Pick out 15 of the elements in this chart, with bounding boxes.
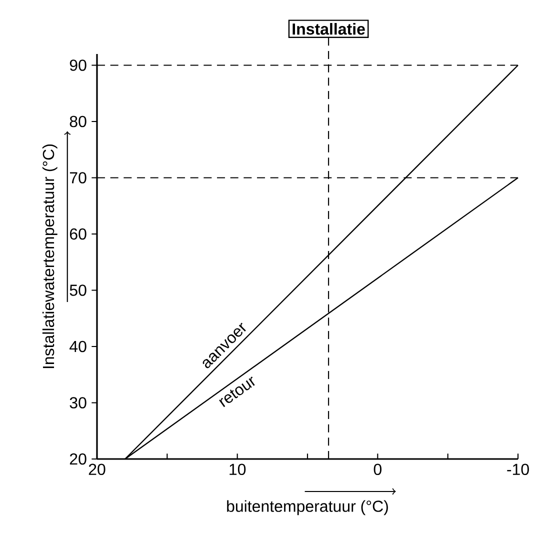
y-tick-label: 60 [70, 228, 86, 240]
x-tick-label: 10 [230, 464, 246, 476]
y-tick-label: 30 [70, 397, 86, 408]
y-tick-label: 80 [70, 116, 86, 128]
y-tick-label: 20 [70, 453, 86, 465]
y-tick-label: 40 [70, 340, 86, 352]
x-tick-label: 20 [88, 464, 106, 476]
y-tick-label: 90 [70, 60, 86, 71]
x-tick-label: -10 [507, 464, 529, 476]
y-tick-label: 50 [70, 284, 86, 296]
y-axis-title: Installatiewatertemperatuur (°C) [42, 144, 58, 368]
y-tick-label: 70 [70, 172, 86, 184]
x-axis-title: buitentemperatuur (°C) [227, 500, 388, 516]
x-tick-label: 0 [374, 464, 382, 476]
ref-line-label: Installatie [292, 22, 365, 35]
